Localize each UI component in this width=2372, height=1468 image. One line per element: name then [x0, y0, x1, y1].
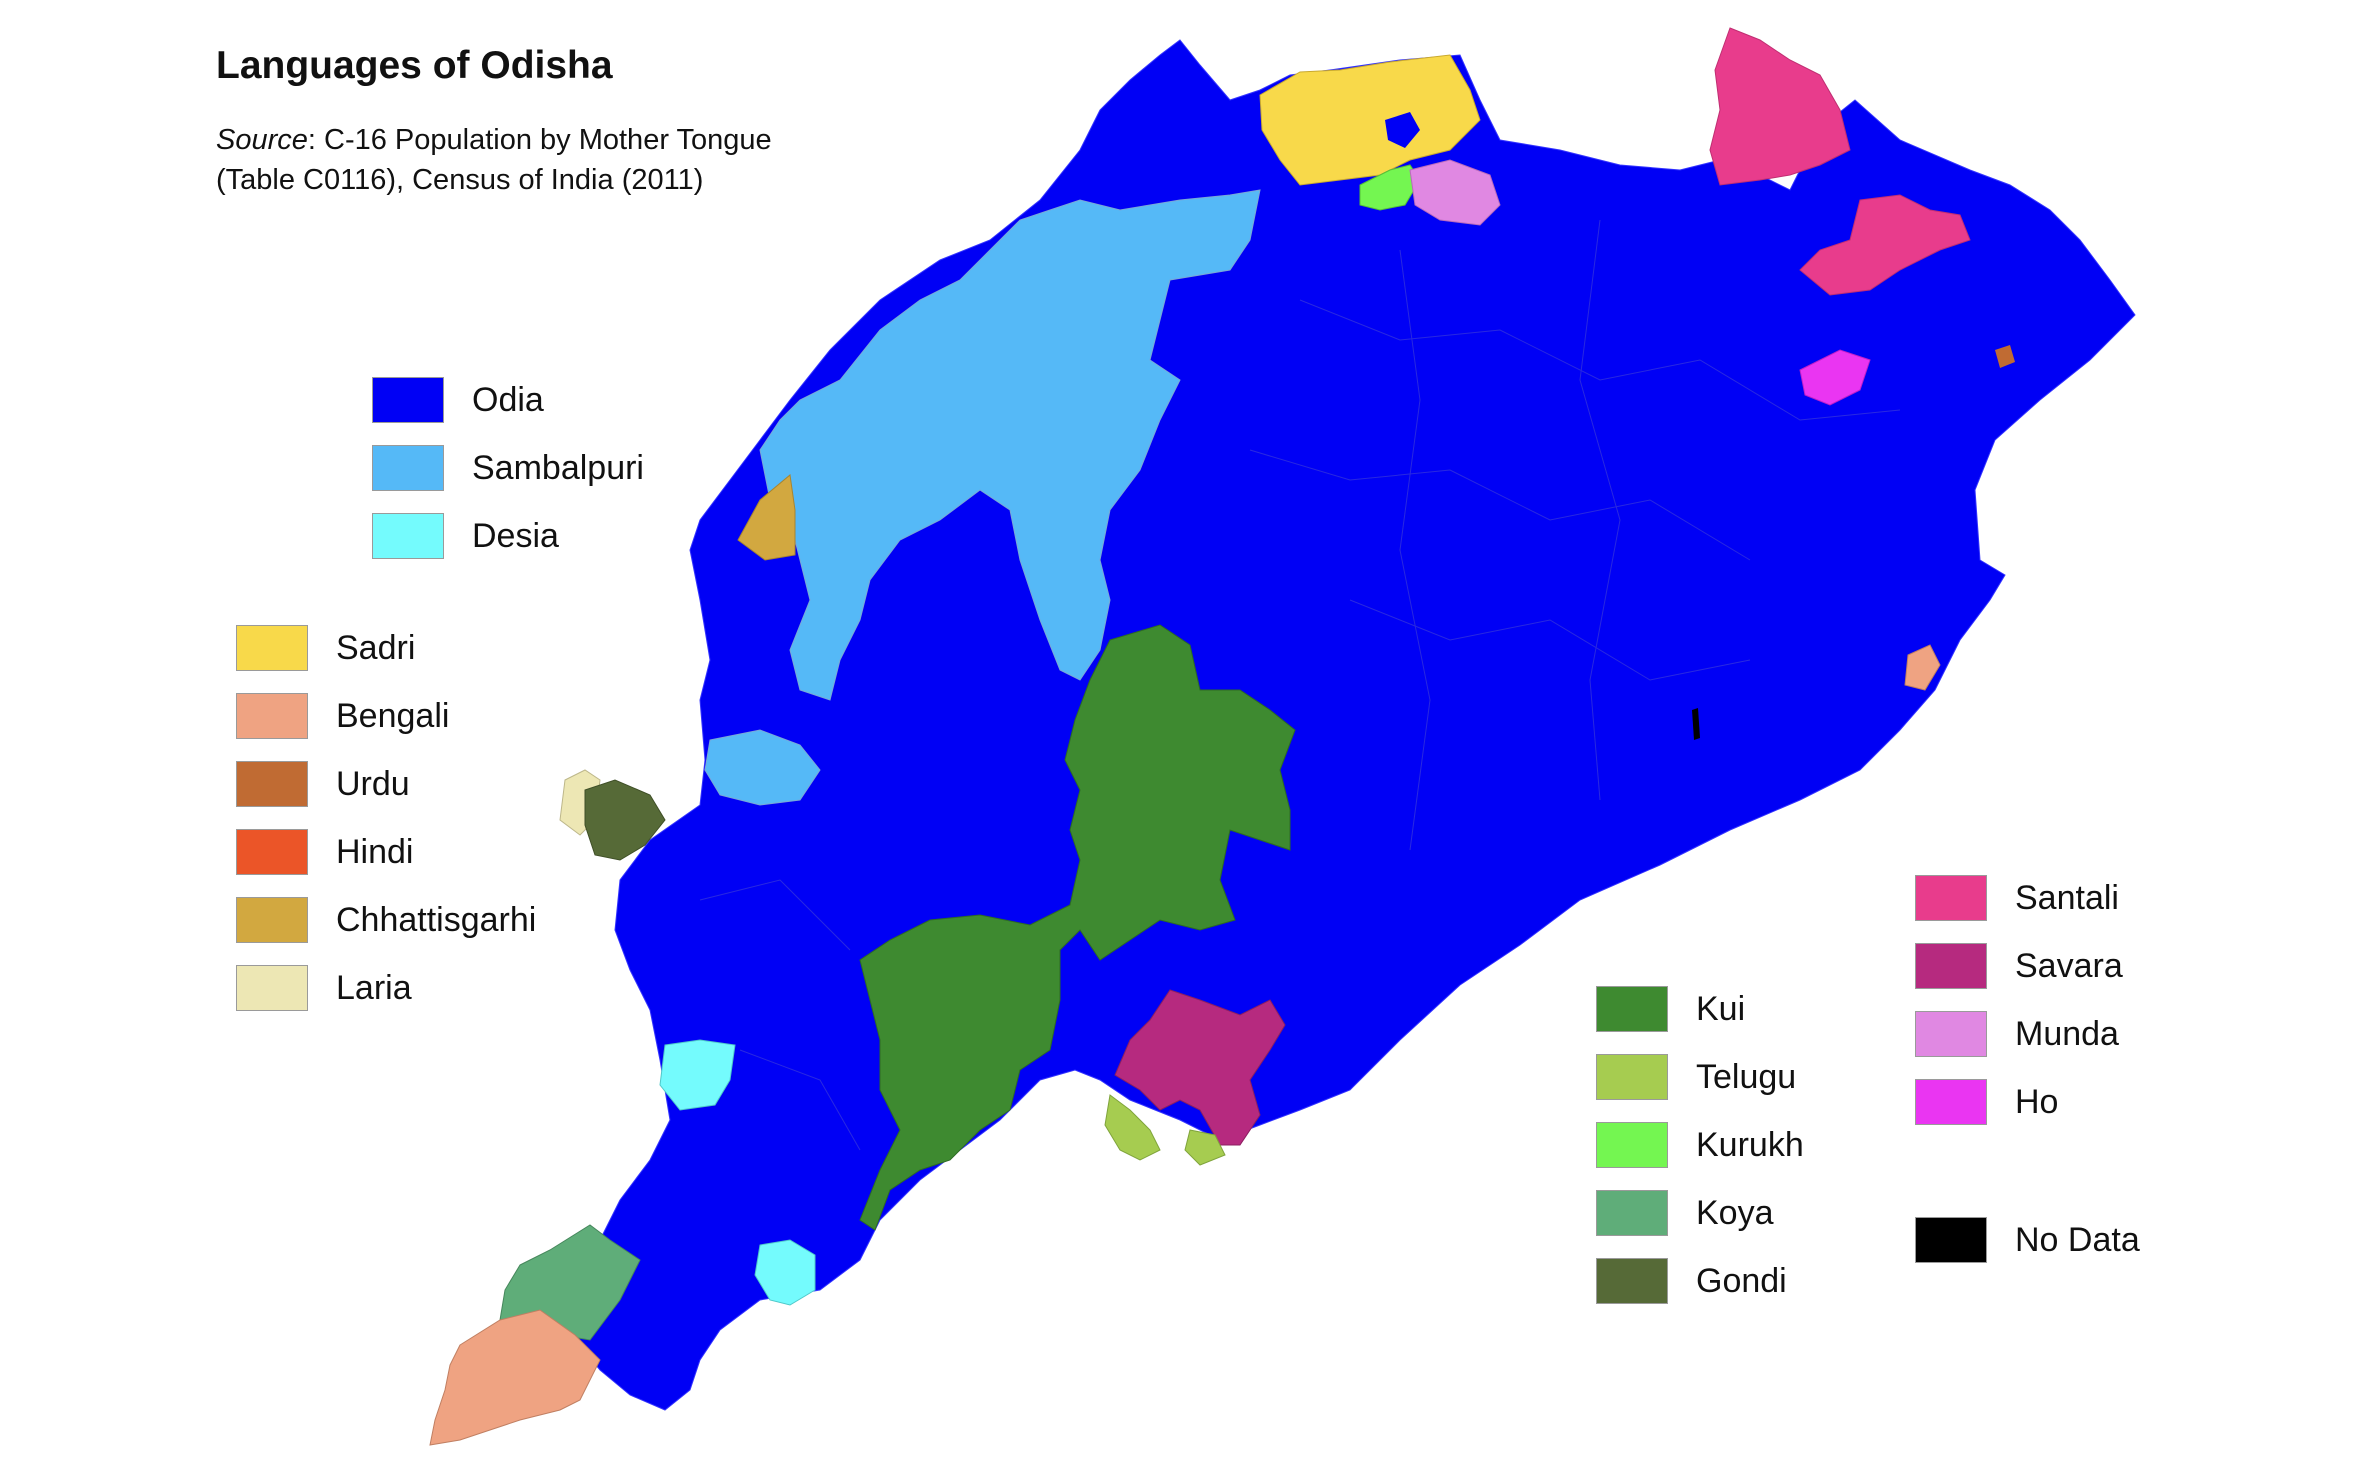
legend-item-hindi: Hindi: [236, 818, 536, 886]
legend-swatch-hindi: [236, 829, 308, 875]
region-ho: [1799, 349, 1871, 406]
region-savara: [1114, 989, 1286, 1146]
legend-swatch-kurukh: [1596, 1122, 1668, 1168]
region-chhattisgarhi: [737, 474, 796, 561]
legend-item-odia: Odia: [372, 366, 644, 434]
legend-swatch-santali: [1915, 875, 1987, 921]
legend-label-kurukh: Kurukh: [1696, 1125, 1804, 1164]
legend-swatch-chhattisgarhi: [236, 897, 308, 943]
region-urdu: [1995, 345, 2015, 368]
legend-group-munda: Santali Savara Munda Ho: [1915, 864, 2123, 1136]
legend-item-bengali: Bengali: [236, 682, 536, 750]
region-sadri: [1259, 54, 1481, 186]
region-kui: [859, 624, 1296, 1231]
legend-item-telugu: Telugu: [1596, 1043, 1804, 1111]
legend-swatch-munda: [1915, 1011, 1987, 1057]
legend-label-hindi: Hindi: [336, 832, 414, 871]
legend-swatch-savara: [1915, 943, 1987, 989]
legend-item-ho: Ho: [1915, 1068, 2123, 1136]
legend-item-sadri: Sadri: [236, 614, 536, 682]
legend-label-bengali: Bengali: [336, 696, 450, 735]
legend-label-urdu: Urdu: [336, 764, 410, 803]
legend-item-gondi: Gondi: [1596, 1247, 1804, 1315]
legend-swatch-desia: [372, 513, 444, 559]
district-boundaries: [699, 219, 1901, 1151]
legend-item-kurukh: Kurukh: [1596, 1111, 1804, 1179]
legend-item-munda: Munda: [1915, 1000, 2123, 1068]
region-bengali-southwest: [429, 1309, 601, 1446]
legend-swatch-telugu: [1596, 1054, 1668, 1100]
region-kurukh: [1359, 164, 1421, 211]
legend-item-savara: Savara: [1915, 932, 2123, 1000]
legend-label-sambalpuri: Sambalpuri: [472, 448, 644, 487]
legend-item-kui: Kui: [1596, 975, 1804, 1043]
region-santali-east: [1799, 194, 1971, 296]
legend-swatch-gondi: [1596, 1258, 1668, 1304]
region-sambalpuri: [759, 189, 1261, 701]
legend-item-desia: Desia: [372, 502, 644, 570]
region-gondi: [584, 779, 666, 861]
source-note: Source: C-16 Population by Mother Tongue…: [216, 120, 772, 200]
legend-label-no-data: No Data: [2015, 1220, 2140, 1259]
legend-swatch-ho: [1915, 1079, 1987, 1125]
legend-label-laria: Laria: [336, 968, 412, 1007]
legend-item-santali: Santali: [1915, 864, 2123, 932]
legend-item-no-data: No Data: [1915, 1206, 2140, 1274]
region-desia-north: [659, 1039, 736, 1111]
region-bengali-east: [1904, 644, 1941, 691]
legend-item-koya: Koya: [1596, 1179, 1804, 1247]
legend-item-laria: Laria: [236, 954, 536, 1022]
legend-label-desia: Desia: [472, 516, 559, 555]
legend-label-koya: Koya: [1696, 1193, 1774, 1232]
legend-group-dravidian: Kui Telugu Kurukh Koya Gondi: [1596, 975, 1804, 1315]
legend-label-odia: Odia: [472, 380, 544, 419]
legend-label-gondi: Gondi: [1696, 1261, 1787, 1300]
legend-swatch-laria: [236, 965, 308, 1011]
legend-label-sadri: Sadri: [336, 628, 416, 667]
source-line-1: Source: C-16 Population by Mother Tongue: [216, 120, 772, 160]
region-sambalpuri-south: [704, 729, 821, 806]
legend-swatch-koya: [1596, 1190, 1668, 1236]
legend-group-other: Sadri Bengali Urdu Hindi Chhattisgarhi Laria: [236, 614, 536, 1022]
region-no-data: [1692, 708, 1700, 740]
legend-swatch-sambalpuri: [372, 445, 444, 491]
legend-swatch-no-data: [1915, 1217, 1987, 1263]
legend-label-telugu: Telugu: [1696, 1057, 1797, 1096]
legend-item-urdu: Urdu: [236, 750, 536, 818]
source-label: Source: [216, 124, 308, 156]
region-santali-north: [1709, 27, 1851, 186]
source-line-2: (Table C0116), Census of India (2011): [216, 164, 704, 196]
source-text-1: : C-16 Population by Mother Tongue: [307, 124, 772, 156]
legend-label-munda: Munda: [2015, 1014, 2119, 1053]
region-munda: [1409, 159, 1501, 226]
legend-label-savara: Savara: [2015, 946, 2123, 985]
legend-label-kui: Kui: [1696, 989, 1746, 1028]
legend-swatch-urdu: [236, 761, 308, 807]
region-telugu-east: [1184, 1129, 1226, 1166]
legend-group-main: Odia Sambalpuri Desia: [372, 366, 644, 570]
region-odia-enclave: [1385, 112, 1420, 148]
legend-label-chhattisgarhi: Chhattisgarhi: [336, 900, 537, 939]
legend-swatch-kui: [1596, 986, 1668, 1032]
legend-item-chhattisgarhi: Chhattisgarhi: [236, 886, 536, 954]
legend-label-santali: Santali: [2015, 878, 2119, 917]
region-desia-south: [754, 1239, 816, 1306]
legend-swatch-sadri: [236, 625, 308, 671]
legend-group-nodata: No Data: [1915, 1206, 2140, 1274]
legend-item-sambalpuri: Sambalpuri: [372, 434, 644, 502]
legend-label-ho: Ho: [2015, 1082, 2059, 1121]
legend-swatch-bengali: [236, 693, 308, 739]
region-telugu-west: [1104, 1094, 1161, 1161]
map-title: Languages of Odisha: [216, 44, 613, 87]
legend-swatch-odia: [372, 377, 444, 423]
